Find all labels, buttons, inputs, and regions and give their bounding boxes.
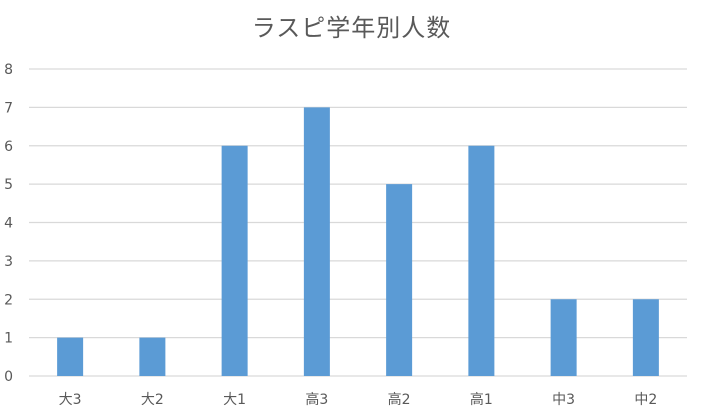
y-tick-label: 2 xyxy=(4,292,13,308)
chart-title: ラスピ学年別人数 xyxy=(251,14,452,42)
y-tick-label: 3 xyxy=(4,254,13,270)
y-tick-label: 6 xyxy=(4,139,13,155)
bar-高1 xyxy=(468,145,495,376)
y-tick-label: 8 xyxy=(4,62,13,78)
x-tick-label: 中3 xyxy=(552,392,575,408)
x-tick-label: 大2 xyxy=(141,392,164,408)
bar-大1 xyxy=(221,145,248,376)
x-tick-label: 大1 xyxy=(223,392,246,408)
x-tick-label: 高3 xyxy=(305,391,328,408)
x-tick-label: 高1 xyxy=(470,391,493,408)
bar-中3 xyxy=(550,299,577,376)
y-tick-label: 7 xyxy=(4,100,13,116)
y-tick-label: 0 xyxy=(4,369,13,385)
bar-高3 xyxy=(303,107,330,376)
bar-大2 xyxy=(139,337,166,376)
bar-中2 xyxy=(632,299,659,376)
y-tick-label: 5 xyxy=(4,177,13,193)
x-tick-label: 中2 xyxy=(634,392,657,408)
bar-大3 xyxy=(57,337,84,376)
bar-高2 xyxy=(386,184,413,376)
y-tick-label: 4 xyxy=(4,216,13,232)
y-tick-label: 1 xyxy=(4,331,13,347)
x-tick-label: 大3 xyxy=(59,392,82,408)
x-tick-label: 高2 xyxy=(388,391,411,408)
